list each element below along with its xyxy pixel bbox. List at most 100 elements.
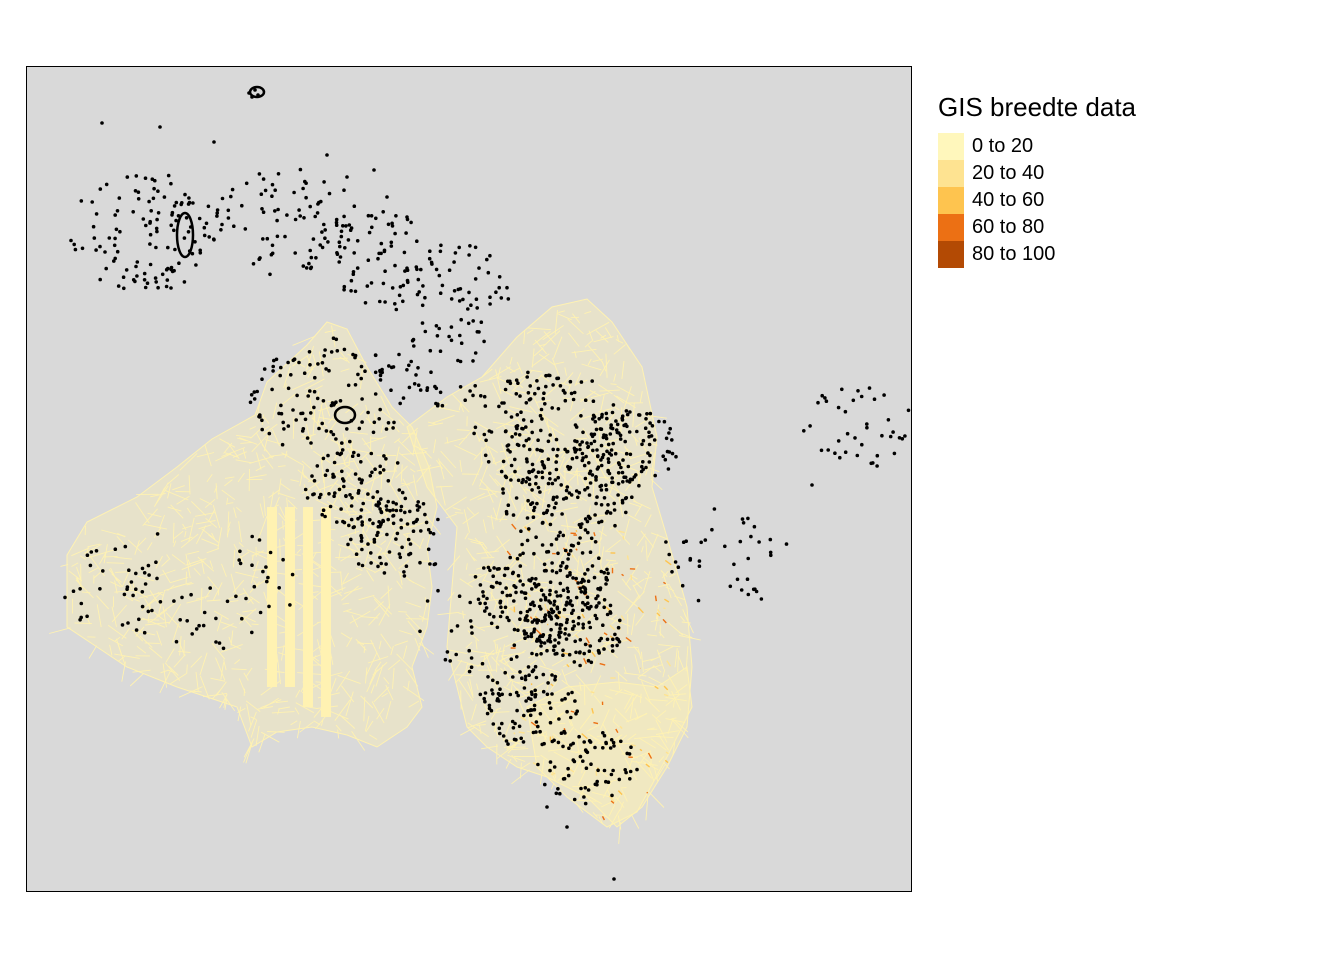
- point-marker: [538, 634, 543, 638]
- point-marker: [518, 579, 522, 583]
- point-marker: [311, 237, 316, 241]
- point-marker: [557, 610, 562, 615]
- street-segment: [648, 698, 668, 702]
- street-segment: [280, 644, 285, 661]
- point-marker: [554, 437, 559, 442]
- point-marker: [624, 409, 629, 413]
- point-marker: [606, 460, 611, 465]
- street-segment: [637, 677, 659, 687]
- point-marker: [652, 438, 657, 442]
- street-segment: [108, 637, 124, 647]
- point-marker: [615, 643, 619, 648]
- street-segment: [159, 569, 176, 576]
- point-marker: [528, 713, 533, 718]
- legend-item: 80 to 100: [938, 241, 1136, 268]
- point-marker: [605, 416, 609, 421]
- street-segment: [224, 699, 228, 710]
- street-segment: [532, 609, 538, 619]
- point-marker: [349, 537, 353, 542]
- orange-segment: [601, 815, 606, 821]
- street-segment: [516, 362, 523, 374]
- point-marker: [564, 603, 568, 607]
- point-marker: [115, 249, 120, 254]
- street-segment: [613, 394, 625, 404]
- point-marker: [667, 431, 671, 435]
- point-marker: [360, 420, 364, 424]
- point-marker: [563, 632, 567, 636]
- point-marker: [601, 623, 605, 627]
- point-marker: [583, 398, 588, 403]
- street-segment: [396, 580, 403, 589]
- point-marker: [334, 337, 339, 342]
- orange-segment: [626, 555, 629, 561]
- point-marker: [186, 230, 191, 234]
- point-marker: [522, 686, 527, 690]
- street-segment: [553, 336, 563, 359]
- point-marker: [582, 795, 586, 799]
- point-marker: [536, 485, 541, 490]
- street-segment: [217, 527, 223, 549]
- map-panel[interactable]: [26, 66, 912, 892]
- point-marker: [546, 439, 551, 444]
- street-segment: [558, 310, 565, 314]
- point-marker: [350, 454, 355, 459]
- street-segment: [592, 479, 595, 501]
- point-marker: [880, 433, 884, 438]
- point-marker: [515, 426, 519, 431]
- point-marker: [556, 551, 560, 556]
- street-segment: [665, 586, 674, 592]
- street-segment: [258, 516, 268, 540]
- street-segment: [137, 591, 164, 599]
- point-marker: [458, 385, 463, 389]
- point-marker: [535, 620, 539, 625]
- orange-segment: [530, 721, 538, 728]
- street-segment: [236, 506, 242, 513]
- street-segment: [510, 578, 520, 589]
- point-marker: [624, 496, 629, 500]
- street-segment: [644, 514, 652, 528]
- orange-segment: [654, 685, 659, 690]
- street-segment: [193, 567, 201, 576]
- point-marker: [534, 720, 539, 724]
- point-marker: [619, 465, 623, 470]
- point-marker: [335, 451, 340, 456]
- map-canvas[interactable]: [27, 67, 912, 892]
- point-marker: [563, 696, 567, 701]
- point-marker: [358, 515, 363, 519]
- point-marker: [534, 675, 539, 680]
- point-marker: [569, 543, 574, 548]
- street-segment: [278, 478, 282, 495]
- point-marker: [397, 352, 401, 357]
- point-marker: [583, 590, 588, 595]
- point-marker: [360, 520, 365, 524]
- point-marker: [164, 267, 169, 272]
- street-segment: [212, 505, 221, 529]
- point-marker: [169, 267, 173, 272]
- street-segment: [569, 629, 587, 632]
- street-segment: [208, 534, 219, 543]
- street-segment: [511, 754, 518, 763]
- point-marker: [474, 297, 479, 301]
- point-marker: [283, 234, 287, 239]
- street-segment: [562, 535, 570, 557]
- point-marker: [544, 568, 548, 573]
- street-segment: [372, 661, 388, 676]
- street-segment: [375, 664, 384, 687]
- street-segment: [635, 760, 653, 779]
- point-marker: [436, 588, 440, 593]
- point-marker: [342, 188, 346, 192]
- point-marker: [488, 253, 492, 258]
- street-segment: [351, 731, 366, 751]
- point-marker: [513, 721, 517, 726]
- point-marker: [394, 502, 399, 506]
- point-marker: [504, 739, 509, 743]
- street-segment: [654, 614, 659, 631]
- street-segment: [527, 682, 545, 693]
- point-marker: [508, 692, 513, 697]
- point-marker: [543, 595, 548, 600]
- street-segment: [135, 502, 150, 524]
- street-segment: [408, 700, 420, 708]
- point-marker: [154, 560, 158, 564]
- street-segment: [228, 521, 231, 528]
- street-segment: [156, 602, 176, 617]
